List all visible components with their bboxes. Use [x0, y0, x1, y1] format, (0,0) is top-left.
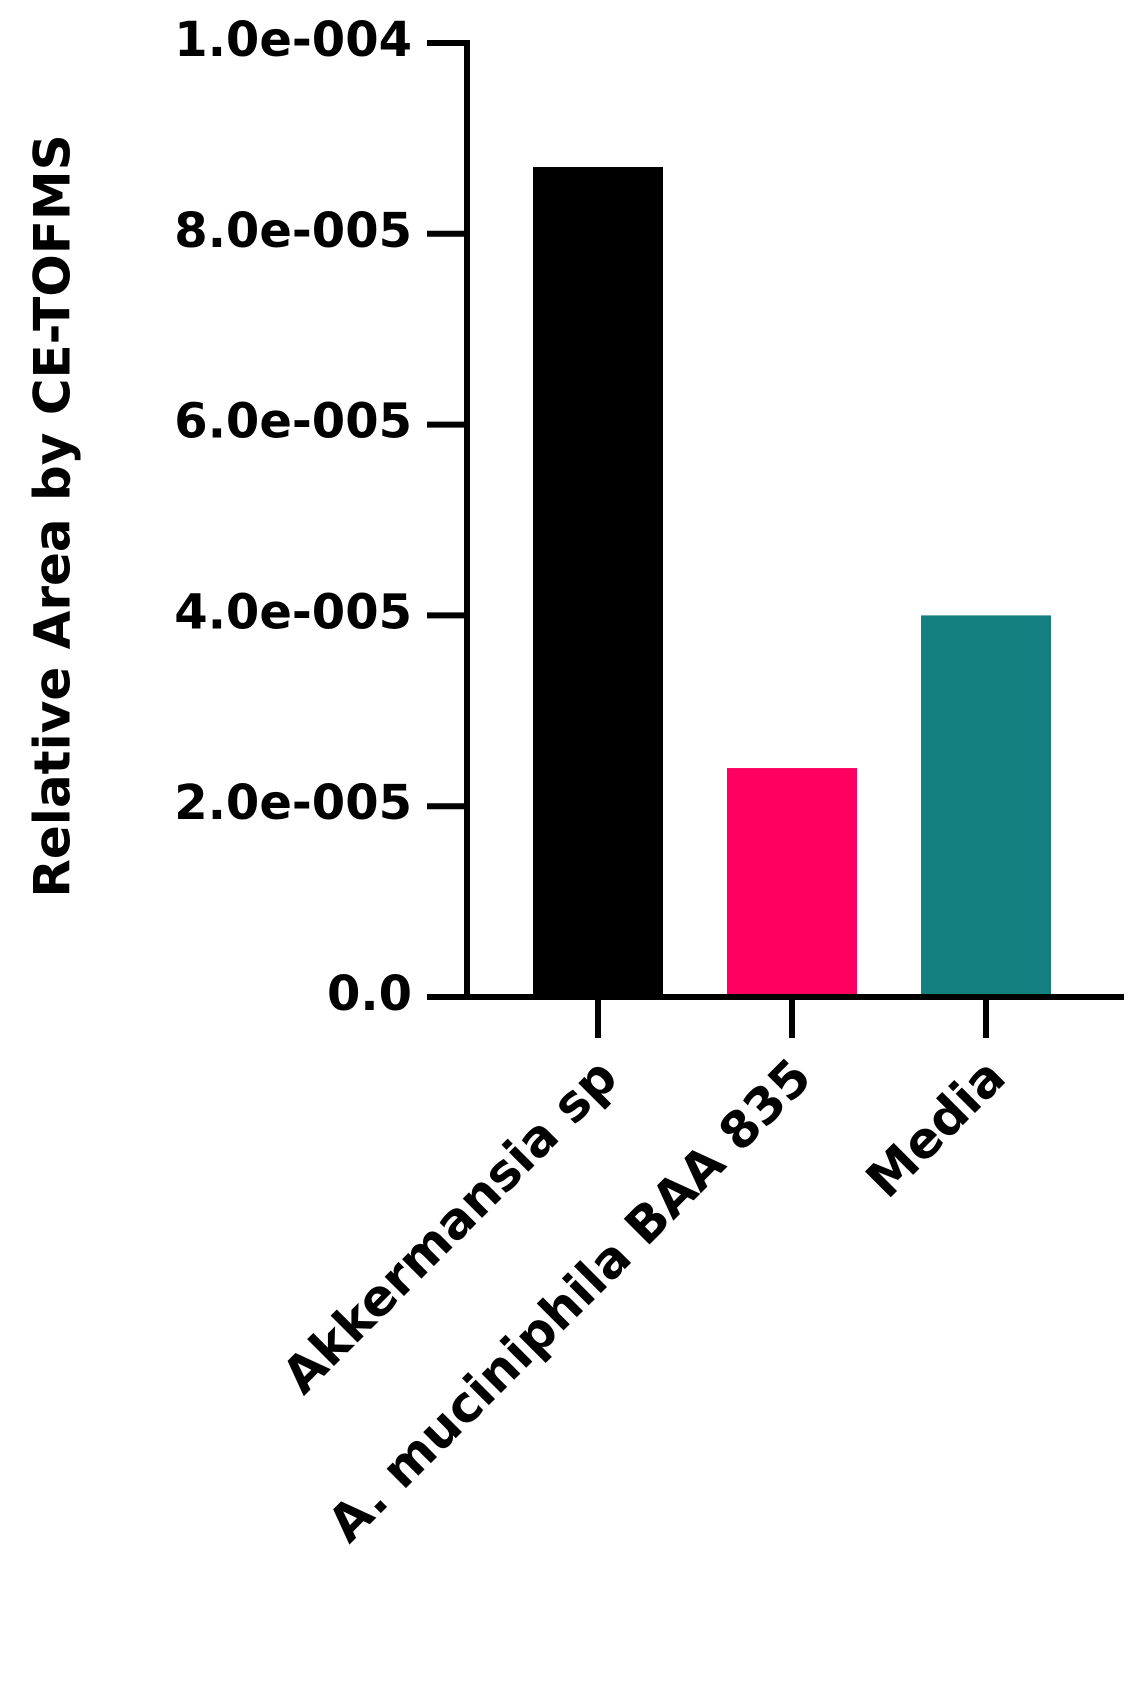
- bar: [533, 167, 663, 994]
- y-tick-label: 0.0: [327, 966, 412, 1022]
- y-tick-label: 8.0e-005: [174, 203, 412, 259]
- x-tick-label: Media: [855, 1047, 1016, 1208]
- y-tick-label: 1.0e-004: [174, 12, 412, 68]
- y-axis-title: Relative Area by CE-TOFMS: [24, 134, 82, 897]
- y-tick-label: 6.0e-005: [174, 394, 412, 450]
- y-tick-label: 2.0e-005: [174, 775, 412, 831]
- bar: [727, 768, 857, 994]
- x-tick-label: Akkermansia sp: [271, 1047, 628, 1404]
- bar: [921, 615, 1051, 994]
- y-tick-label: 4.0e-005: [174, 584, 412, 640]
